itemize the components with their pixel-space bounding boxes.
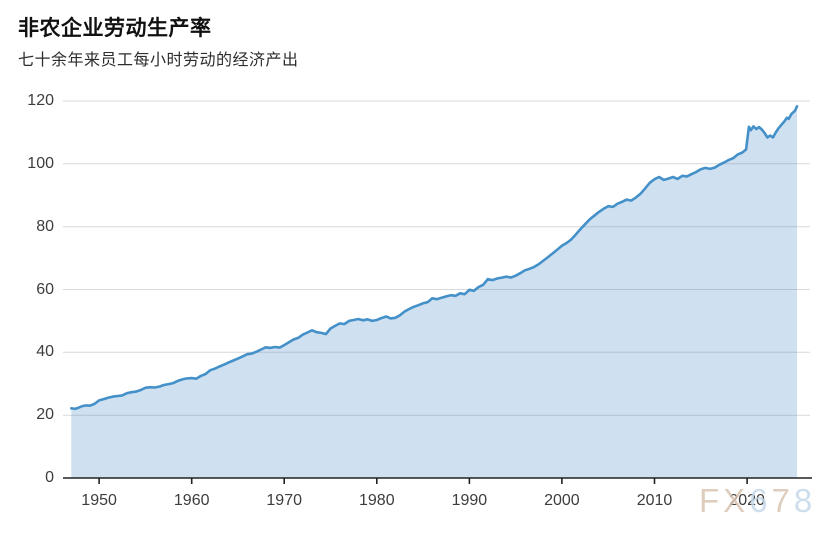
productivity-area bbox=[71, 106, 798, 479]
watermark-letter: 7 bbox=[771, 482, 794, 519]
watermark-letter: F bbox=[699, 482, 724, 519]
page-title: 非农企业劳动生产率 bbox=[18, 17, 212, 40]
fx678-watermark: FX678 bbox=[699, 482, 816, 520]
page-subtitle: 七十余年来员工每小时劳动的经济产出 bbox=[18, 52, 299, 69]
productivity-line bbox=[70, 105, 799, 411]
watermark-letter: 6 bbox=[749, 482, 772, 519]
watermark-letter: X bbox=[723, 482, 750, 519]
watermark-letter: 8 bbox=[793, 482, 817, 519]
